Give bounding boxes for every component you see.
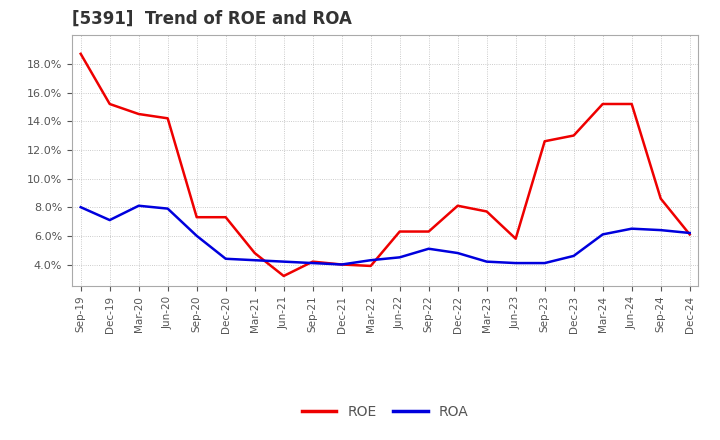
ROE: [338, 262, 346, 267]
ROA: [541, 260, 549, 266]
ROA: [598, 232, 607, 237]
ROE: [685, 232, 694, 237]
ROA: [685, 230, 694, 235]
ROE: [511, 236, 520, 242]
ROA: [657, 227, 665, 233]
ROE: [308, 259, 317, 264]
ROE: [105, 101, 114, 106]
ROE: [163, 116, 172, 121]
ROE: [482, 209, 491, 214]
ROA: [251, 257, 259, 263]
ROE: [366, 263, 375, 268]
ROE: [627, 101, 636, 106]
ROE: [135, 111, 143, 117]
ROE: [424, 229, 433, 234]
ROA: [395, 255, 404, 260]
Line: ROA: ROA: [81, 206, 690, 264]
ROA: [221, 256, 230, 261]
ROA: [192, 233, 201, 238]
ROA: [511, 260, 520, 266]
ROA: [163, 206, 172, 211]
ROE: [279, 273, 288, 279]
ROE: [221, 215, 230, 220]
Line: ROE: ROE: [81, 54, 690, 276]
ROA: [279, 259, 288, 264]
ROA: [338, 262, 346, 267]
ROA: [424, 246, 433, 251]
ROA: [308, 260, 317, 266]
ROA: [366, 257, 375, 263]
ROE: [76, 51, 85, 56]
ROE: [541, 139, 549, 144]
Text: [5391]  Trend of ROE and ROA: [5391] Trend of ROE and ROA: [72, 10, 352, 28]
ROE: [657, 196, 665, 201]
ROE: [454, 203, 462, 209]
ROA: [454, 250, 462, 256]
Legend: ROE, ROA: ROE, ROA: [296, 400, 474, 425]
ROA: [105, 217, 114, 223]
ROA: [135, 203, 143, 209]
ROA: [627, 226, 636, 231]
ROE: [570, 133, 578, 138]
ROE: [598, 101, 607, 106]
ROE: [395, 229, 404, 234]
ROA: [570, 253, 578, 259]
ROE: [251, 250, 259, 256]
ROA: [482, 259, 491, 264]
ROA: [76, 205, 85, 210]
ROE: [192, 215, 201, 220]
